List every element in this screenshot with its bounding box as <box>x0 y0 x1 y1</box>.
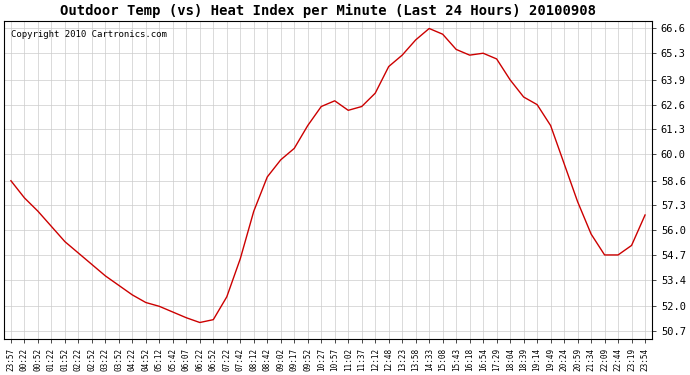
Text: Copyright 2010 Cartronics.com: Copyright 2010 Cartronics.com <box>10 30 166 39</box>
Title: Outdoor Temp (vs) Heat Index per Minute (Last 24 Hours) 20100908: Outdoor Temp (vs) Heat Index per Minute … <box>60 4 596 18</box>
